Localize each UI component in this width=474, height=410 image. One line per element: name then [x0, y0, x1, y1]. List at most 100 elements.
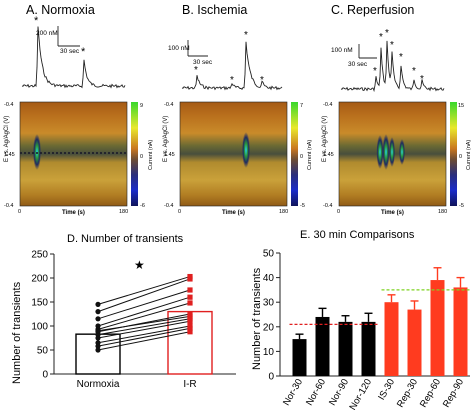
- chart-d-point-normoxia: [95, 328, 101, 334]
- colorbar-b-mid: 0: [300, 154, 303, 160]
- chart-e-category-label: IS-30: [376, 377, 397, 402]
- chart-d-category-label: Normoxia: [77, 379, 120, 390]
- chart-e-ytick-label: 10: [263, 347, 275, 358]
- chart-d-pair-line: [97, 315, 191, 332]
- trace-c-star-3: *: [385, 28, 389, 39]
- chart-d-ytick-label: 200: [31, 274, 48, 285]
- chart-d-pair-line: [97, 302, 191, 330]
- trace-b-scale-time: 30 sec: [193, 59, 213, 66]
- chart-d-pair-line: [97, 289, 191, 320]
- chart-d-point-ir: [187, 325, 193, 331]
- trace-a-star-2: *: [81, 46, 86, 58]
- colorbar-a: [131, 102, 138, 206]
- chart-d-ytick-label: 100: [31, 322, 48, 333]
- colorbar-b-bot: -5: [300, 203, 305, 209]
- trace-c-scale-time: 30 sec: [348, 61, 368, 68]
- chart-e-bar-nor-90: [338, 321, 353, 376]
- colorplot-b-ylabel: E vs. Ag/AgCl (V): [163, 116, 169, 162]
- chart-e-ytick-label: 40: [263, 273, 275, 284]
- chart-d-ytick-label: 250: [31, 250, 48, 261]
- colorbar-b-label: Current (nA): [307, 140, 313, 170]
- trace-b: * * * * 100 nM 30 sec: [168, 30, 283, 91]
- colorplot-c-ylabel: E vs. Ag/AgCl (V): [322, 116, 328, 162]
- colorplot-b-image: [180, 102, 287, 206]
- panel-a-title: A. Normoxia: [26, 3, 95, 17]
- chart-d-pair-line: [97, 318, 191, 336]
- trace-a-scale-time: 30 sec: [60, 48, 80, 55]
- colorplot-c-xlabel: Time (s): [381, 210, 404, 216]
- colorplot-a-xtick-0: 0: [18, 209, 21, 215]
- colorplot-b-xtick-1: 180: [279, 209, 288, 215]
- trace-c-star-1: *: [373, 66, 377, 77]
- chart-e-bar-rep-90: [453, 287, 468, 376]
- chart-e-ylabel: Number of transients: [251, 267, 263, 370]
- chart-e-title: E. 30 min Comparisons: [300, 229, 415, 241]
- chart-e-bar-is-30: [384, 302, 399, 376]
- chart-e-category-label: Rep-90: [441, 377, 466, 409]
- trace-b-scale-conc: 100 nM: [168, 45, 190, 52]
- trace-b-star-1: *: [194, 65, 198, 76]
- trace-c-star-6: *: [412, 66, 416, 77]
- colorplot-b-xlabel: Time (s): [222, 210, 245, 216]
- panel-c-title: C. Reperfusion: [331, 3, 414, 17]
- colorplot-c-event-4: [399, 139, 405, 165]
- colorplot-b-ytick-bot: -0.4: [164, 203, 173, 209]
- colorplot-b-ytick-top: -0.4: [164, 102, 173, 108]
- colorbar-a-label: Current (nA): [148, 140, 154, 170]
- chart-e-category-label: Rep-60: [418, 377, 443, 409]
- chart-d-category-label: I-R: [183, 379, 196, 390]
- chart-e-category-label: Rep-30: [395, 377, 420, 409]
- colorplot-a-ytick-bot: -0.4: [4, 203, 13, 209]
- colorplot-c-event-3: [389, 137, 395, 167]
- colorbar-a-top: 9: [140, 103, 143, 109]
- trace-a: * * 200 nM 30 sec: [21, 15, 126, 89]
- colorplot-b-event: [242, 132, 250, 168]
- colorplot-c-xtick-0: 0: [337, 209, 340, 215]
- colorplot-a-ytick-top: -0.4: [4, 102, 13, 108]
- colorplot-c-ytick-mid: 1.45: [323, 152, 334, 158]
- chart-e-bar-nor-60: [315, 316, 330, 376]
- chart-d-point-normoxia: [95, 343, 101, 349]
- colorplot-b-ytick-mid: 1.45: [164, 152, 175, 158]
- colorplot-c-ytick-bot: -0.4: [323, 203, 332, 209]
- chart-e-category-label: Nor-90: [327, 377, 351, 408]
- trace-c-star-4: *: [390, 40, 394, 51]
- chart-e-category-label: Nor-120: [347, 377, 374, 410]
- colorbar-c-mid: 0: [459, 154, 462, 160]
- chart-e-category-label: Nor-30: [281, 377, 305, 408]
- colorplot-b-xtick-0: 0: [178, 209, 181, 215]
- chart-d-pair-line: [97, 327, 191, 347]
- colorplot-c: E vs. Ag/AgCl (V) -0.4 1.45 -0.4 0 180 T…: [322, 101, 472, 216]
- chart-d-point-ir: [187, 300, 193, 306]
- trace-c-scale-conc: 100 nM: [331, 47, 353, 54]
- trace-b-star-2: *: [230, 75, 234, 86]
- trace-b-star-3: *: [244, 30, 248, 41]
- colorplot-c-xtick-1: 180: [438, 209, 447, 215]
- colorbar-c: [450, 102, 457, 206]
- chart-e-bar-nor-30: [292, 339, 307, 376]
- colorplot-b: E vs. Ag/AgCl (V) -0.4 1.45 -0.4 0 180 T…: [163, 101, 313, 216]
- trace-c-star-5: *: [399, 52, 403, 63]
- chart-e-category-label: Nor-60: [304, 377, 328, 408]
- chart-e-ytick-label: 20: [263, 322, 275, 333]
- chart-d-ytick-label: 50: [37, 346, 49, 357]
- chart-d-pair-line: [97, 325, 191, 344]
- chart-d-pair-line: [97, 320, 191, 339]
- chart-e-bar-rep-30: [407, 309, 422, 376]
- chart-d-ytick-label: 150: [31, 298, 48, 309]
- chart-d: D. Number of transients Number of transi…: [11, 233, 236, 390]
- chart-d-point-ir: [187, 318, 193, 324]
- trace-c-star-2: *: [379, 32, 383, 43]
- colorbar-a-bot: -6: [140, 203, 145, 209]
- colorplot-a-ylabel: E vs. Ag/AgCl (V): [4, 116, 10, 162]
- chart-d-point-normoxia: [95, 301, 101, 307]
- panel-b-title: B. Ischemia: [182, 3, 247, 17]
- chart-d-pair-line: [97, 278, 191, 313]
- trace-a-scale-conc: 200 nM: [36, 30, 58, 37]
- chart-d-significance: ★: [134, 258, 145, 272]
- chart-d-point-ir: [187, 287, 193, 293]
- chart-d-point-normoxia: [95, 316, 101, 322]
- chart-d-point-ir: [187, 294, 193, 300]
- chart-d-point-ir: [187, 329, 193, 335]
- colorbar-c-bot: -5: [459, 203, 464, 209]
